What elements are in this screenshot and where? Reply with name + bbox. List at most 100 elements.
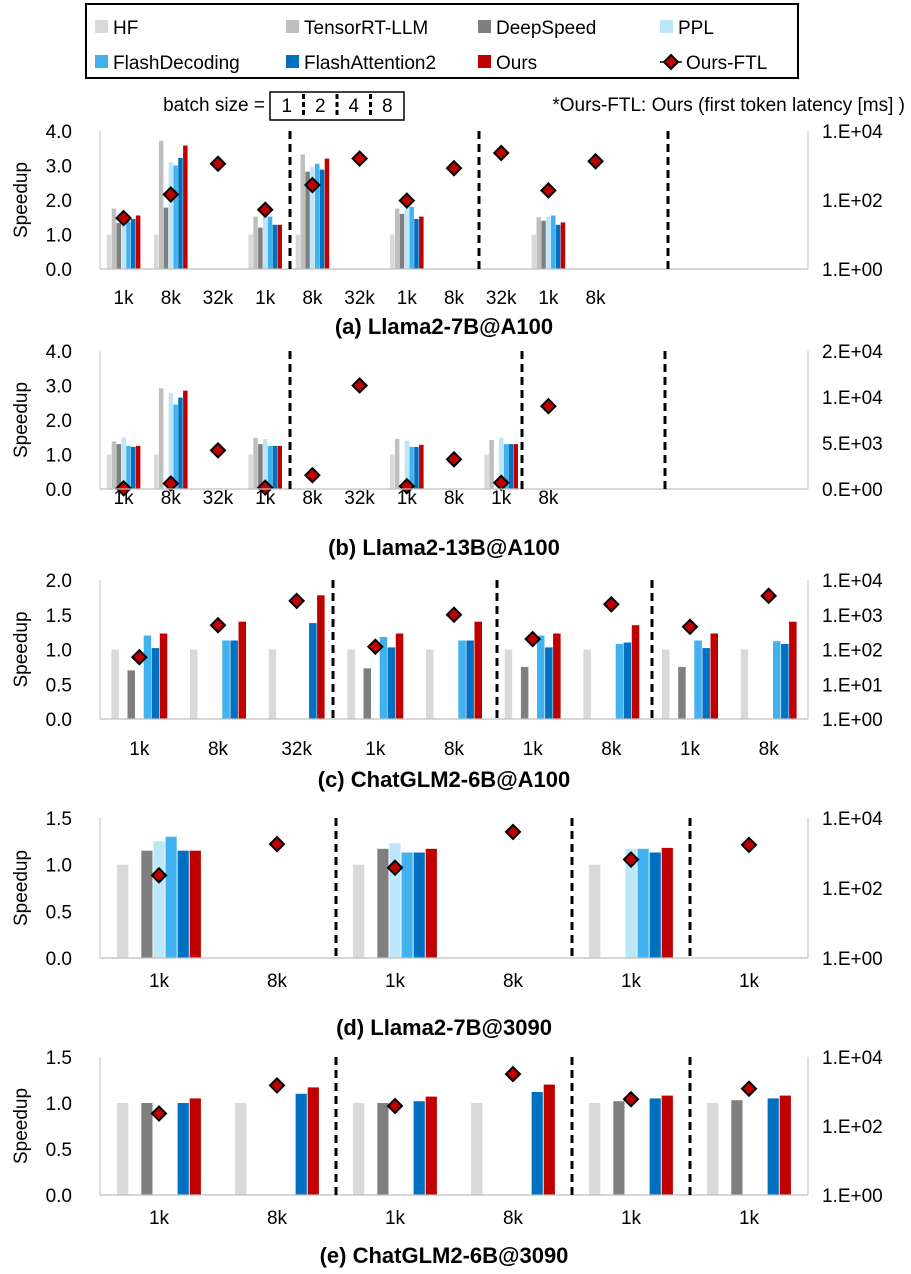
bar-ours: [789, 621, 797, 719]
ftl-marker: [288, 592, 306, 610]
batch-group-2: 1k 8k: [347, 606, 482, 760]
legend-item-ours: Ours: [478, 53, 537, 74]
legend-box: [85, 3, 799, 79]
x-tick-label: 1k: [114, 288, 135, 309]
x-tick-label: 8k: [267, 1208, 288, 1229]
category-8k: 8k: [154, 140, 188, 309]
bar-flashattention2: [272, 224, 278, 269]
x-tick-label: 32k: [281, 739, 312, 760]
bar-flashattention2: [230, 640, 238, 719]
bar-ppl: [389, 843, 401, 958]
batch-group-8: 1k 8k: [531, 152, 606, 309]
bar-flashattention2: [414, 446, 419, 489]
y2-tick-label: 1.E+00: [822, 710, 883, 731]
x-tick-label: 1k: [680, 739, 701, 760]
batch-size-value: 1: [281, 96, 292, 117]
y2-tick-label: 1.E+04: [822, 388, 883, 409]
ftl-marker: [622, 851, 640, 868]
bar-flashattention2: [387, 647, 396, 719]
bar-flashdecoding: [379, 637, 388, 719]
legend-label: FlashAttention2: [304, 53, 436, 74]
bar-hf: [390, 454, 395, 489]
category-8k: 8k: [426, 606, 482, 760]
bar-hf: [154, 234, 159, 269]
bar-hf: [353, 864, 365, 958]
y-tick-label: 4.0: [46, 342, 72, 363]
bar-deepspeed: [377, 1103, 389, 1195]
category-1k: 1k: [248, 437, 282, 509]
legend-swatch: [286, 55, 299, 68]
bar-ours: [183, 390, 188, 489]
panel-title: (b) Llama2-13B@A100: [328, 535, 560, 560]
bar-ours: [779, 1095, 791, 1195]
x-tick-label: 8k: [538, 488, 559, 509]
y2-tick-label: 1.E+02: [822, 641, 883, 662]
category-8k: 8k: [267, 835, 288, 992]
bar-flashdecoding: [165, 836, 177, 958]
bar-flashdecoding: [537, 635, 545, 719]
x-tick-label: 8k: [444, 739, 465, 760]
bar-tensorrt-llm: [158, 140, 164, 269]
ftl-marker: [150, 866, 168, 884]
bar-hf: [248, 454, 253, 489]
panel-title: (d) Llama2-7B@3090: [336, 1015, 552, 1040]
bar-ppl: [546, 216, 551, 269]
ftl-marker: [130, 648, 148, 666]
bar-flashdecoding: [401, 852, 413, 958]
batch-group-2: 1k 8k 32k: [248, 377, 375, 509]
y-tick-label: 1.5: [46, 809, 72, 830]
ftl-marker: [602, 595, 620, 613]
ftl-note: *Ours-FTL: Ours (first token latency [ms…: [552, 95, 905, 116]
y-tick-label: 1.0: [46, 446, 72, 467]
bar-flashattention2: [177, 850, 189, 958]
category-8k: 8k: [471, 1065, 555, 1229]
bar-flashdecoding: [409, 206, 414, 269]
bar-tensorrt-llm: [253, 437, 258, 489]
x-tick-label: 1k: [739, 1208, 760, 1229]
ftl-marker: [740, 836, 758, 854]
legend-label: HF: [113, 18, 138, 39]
ftl-marker: [539, 397, 557, 415]
bar-ours: [135, 215, 141, 269]
x-tick-label: 32k: [203, 288, 234, 309]
x-tick-label: 8k: [759, 739, 780, 760]
batch-size-value: 2: [315, 96, 326, 117]
bar-flashattention2: [781, 643, 789, 719]
bar-flashdecoding: [267, 216, 273, 269]
bar-flashdecoding: [409, 446, 414, 489]
panel-title: (a) Llama2-7B@A100: [335, 314, 553, 339]
x-tick-label: 32k: [344, 488, 375, 509]
category-8k: 8k: [583, 595, 640, 760]
y2-tick-label: 1.E+04: [822, 122, 883, 143]
x-tick-label: 8k: [444, 488, 465, 509]
bar-ours: [631, 625, 640, 719]
y2-tick-label: 1.E+04: [822, 1048, 883, 1069]
category-8k: 8k: [154, 388, 188, 509]
bar-hf: [347, 649, 355, 719]
bar-flashdecoding: [173, 165, 178, 269]
ftl-marker: [303, 176, 321, 194]
x-tick-label: 8k: [208, 739, 229, 760]
bar-ours: [159, 633, 168, 719]
batch-group-1: 1k 8k 32k: [111, 592, 325, 760]
category-1k: 1k: [662, 618, 718, 760]
y-tick-label: 0.0: [46, 949, 72, 970]
bar-flashdecoding: [637, 848, 649, 958]
category-32k: 32k: [203, 155, 234, 309]
bar-ours: [474, 621, 482, 719]
y-tick-label: 1.5: [46, 1048, 72, 1069]
x-tick-label: 32k: [486, 288, 517, 309]
bar-tensorrt-llm: [394, 208, 400, 269]
y2-tick-label: 1.E+04: [822, 809, 883, 830]
batch-group-2: 1k 8k: [353, 1065, 555, 1229]
legend-label: TensorRT-LLM: [304, 18, 428, 39]
bar-ours: [317, 595, 325, 719]
bar-flashattention2: [131, 219, 136, 269]
category-8k: 8k: [444, 450, 465, 509]
bar-flashdecoding: [126, 221, 131, 269]
y-tick-label: 4.0: [46, 122, 72, 143]
legend-marker-diamond: [662, 53, 680, 71]
bar-ours: [425, 848, 437, 958]
bar-deepspeed: [141, 850, 153, 958]
